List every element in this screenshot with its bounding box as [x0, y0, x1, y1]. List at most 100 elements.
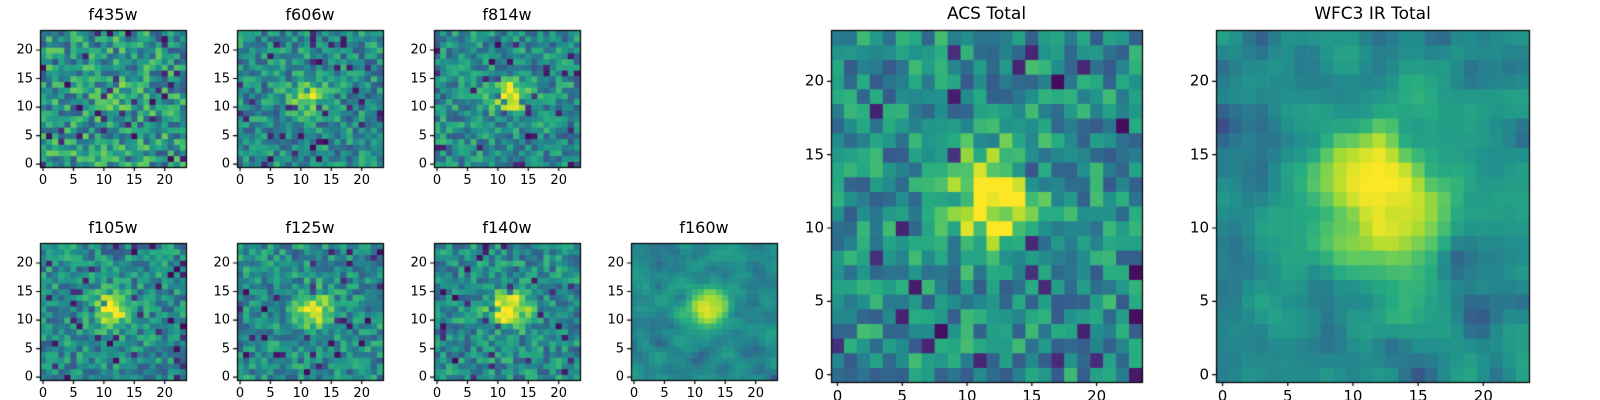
x-tick-label: 0	[38, 173, 48, 188]
x-tick-label: 0	[832, 387, 843, 400]
y-tick-label: 10	[213, 312, 230, 328]
x-tick-label: 20	[353, 173, 370, 188]
x-tick-label: 5	[897, 387, 908, 400]
y-tick-label: 15	[804, 145, 824, 164]
y-tick-label: 10	[410, 99, 427, 115]
x-tick-label: 5	[69, 173, 78, 188]
y-tick-label: 20	[607, 255, 624, 271]
y-tick-label: 5	[418, 341, 427, 357]
y-tick-label: 0	[24, 156, 33, 172]
x-tick-label: 5	[266, 386, 275, 400]
y-tick-label: 20	[16, 255, 33, 271]
y-tick-label: 0	[615, 369, 624, 385]
panel-title-f606w: f606w	[285, 5, 335, 24]
x-tick-label: 15	[520, 386, 537, 400]
y-tick-label: 20	[410, 255, 427, 271]
x-tick-label: 20	[156, 386, 173, 400]
x-tick-label: 10	[292, 173, 310, 188]
y-tick-label: 15	[213, 284, 230, 300]
panel-title-f814w: f814w	[482, 5, 532, 24]
x-tick-label: 10	[686, 386, 704, 400]
panel-title-f160w: f160w	[679, 218, 729, 237]
x-tick-label: 15	[126, 386, 143, 400]
y-tick-label: 0	[814, 365, 824, 384]
y-tick-label: 0	[418, 156, 427, 172]
y-tick-label: 10	[804, 218, 824, 237]
x-tick-label: 10	[489, 386, 507, 400]
y-tick-label: 5	[24, 128, 33, 144]
x-tick-label: 10	[489, 173, 507, 188]
x-tick-label: 0	[432, 386, 442, 400]
y-tick-label: 15	[410, 284, 427, 300]
x-tick-label: 5	[1282, 387, 1293, 400]
y-tick-label: 20	[410, 42, 427, 58]
x-tick-label: 0	[38, 386, 48, 400]
y-tick-label: 5	[615, 341, 624, 357]
x-tick-label: 10	[292, 386, 310, 400]
x-tick-label: 0	[1217, 387, 1228, 400]
panel-title-wfc3-total: WFC3 IR Total	[1314, 4, 1431, 24]
panel-title-acs-total: ACS Total	[946, 4, 1027, 24]
y-tick-label: 5	[814, 291, 824, 310]
x-tick-label: 20	[747, 386, 764, 400]
x-tick-label: 5	[69, 386, 78, 400]
panel-title-f125w: f125w	[285, 218, 335, 237]
y-tick-label: 0	[1199, 365, 1209, 384]
x-tick-label: 20	[550, 386, 567, 400]
y-tick-label: 20	[213, 42, 230, 58]
x-tick-label: 15	[1022, 387, 1042, 400]
x-tick-label: 0	[432, 173, 442, 188]
y-tick-label: 15	[1189, 145, 1209, 164]
x-tick-label: 0	[629, 386, 639, 400]
y-tick-label: 15	[410, 71, 427, 87]
y-tick-label: 10	[16, 312, 33, 328]
x-tick-label: 10	[957, 387, 977, 400]
y-tick-label: 10	[607, 312, 624, 328]
y-tick-label: 10	[213, 99, 230, 115]
panel-title-f435w: f435w	[88, 5, 138, 24]
y-tick-label: 20	[1189, 71, 1209, 90]
x-tick-label: 5	[660, 386, 669, 400]
x-tick-label: 15	[717, 386, 734, 400]
y-tick-label: 0	[418, 369, 427, 385]
x-tick-label: 10	[95, 386, 113, 400]
x-tick-label: 20	[550, 173, 567, 188]
y-tick-label: 20	[213, 255, 230, 271]
x-tick-label: 15	[520, 173, 537, 188]
y-tick-label: 5	[221, 341, 230, 357]
y-tick-label: 0	[221, 369, 230, 385]
x-tick-label: 5	[463, 173, 472, 188]
x-tick-label: 20	[353, 386, 370, 400]
x-tick-label: 15	[323, 173, 340, 188]
x-tick-label: 10	[1343, 387, 1363, 400]
x-tick-label: 0	[235, 173, 245, 188]
x-tick-label: 20	[1473, 387, 1493, 400]
y-tick-label: 0	[24, 369, 33, 385]
y-tick-label: 5	[24, 341, 33, 357]
x-tick-label: 20	[156, 173, 173, 188]
x-tick-label: 15	[323, 386, 340, 400]
x-tick-label: 10	[95, 173, 113, 188]
x-tick-label: 15	[1408, 387, 1428, 400]
y-tick-label: 15	[16, 284, 33, 300]
y-tick-label: 20	[804, 71, 824, 90]
y-tick-label: 5	[418, 128, 427, 144]
y-tick-label: 5	[1199, 291, 1209, 310]
x-tick-label: 5	[463, 386, 472, 400]
y-tick-label: 15	[213, 71, 230, 87]
x-tick-label: 5	[266, 173, 275, 188]
y-tick-label: 20	[16, 42, 33, 58]
panel-title-f140w: f140w	[482, 218, 532, 237]
y-tick-label: 15	[16, 71, 33, 87]
y-tick-label: 0	[221, 156, 230, 172]
y-tick-label: 10	[1189, 218, 1209, 237]
y-tick-label: 10	[410, 312, 427, 328]
x-tick-label: 0	[235, 386, 245, 400]
y-tick-label: 10	[16, 99, 33, 115]
x-tick-label: 20	[1087, 387, 1107, 400]
y-tick-label: 5	[221, 128, 230, 144]
x-tick-label: 15	[126, 173, 143, 188]
panel-title-f105w: f105w	[88, 218, 138, 237]
